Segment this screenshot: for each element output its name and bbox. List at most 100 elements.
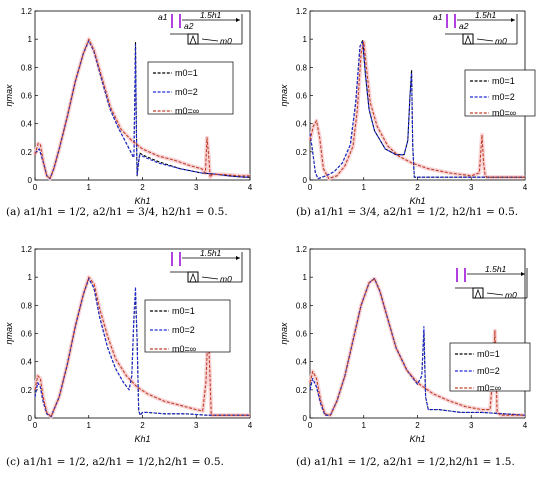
y-tick-label: 0.2 <box>296 148 308 157</box>
chart-panel-2: 0 1 2 3 4 0 0.2 0.4 0.6 0.8 1 1.2 Kh1 ηmax m0=1 m0=2 m0=… <box>275 0 550 238</box>
y-tick-label: 0.8 <box>296 301 308 310</box>
y-axis-label: ηmax <box>279 322 289 344</box>
x-tick-label: 2 <box>415 421 420 430</box>
legend-entry: m0=2 <box>492 92 515 102</box>
x-axis-label: Kh1 <box>409 434 425 444</box>
panel-caption: (d) a1/h1 = 1/2, a2/h1 = 1/2,h2/h1 = 1.5… <box>296 456 515 468</box>
dimension-label: 1.5h1 <box>200 10 222 20</box>
y-tick-label: 0.8 <box>296 63 308 72</box>
dimension-arrowhead <box>236 18 240 22</box>
legend-entry: m0=∞ <box>175 106 199 116</box>
x-tick-label: 4 <box>523 421 528 430</box>
chart-svg: 0 1 2 3 4 0 0.2 0.4 0.6 0.8 1 1.2 Kh1 ηmax m0=1 m0=2 m0=… <box>279 7 536 206</box>
body-label: m0 <box>495 36 507 46</box>
x-tick-label: 3 <box>469 183 474 192</box>
series-line-2 <box>34 40 250 180</box>
dimension-label: 1.5h1 <box>200 248 222 258</box>
series-line-2 <box>309 278 526 416</box>
legend-entry: m0=2 <box>172 325 195 335</box>
body-box <box>472 287 484 299</box>
x-tick-label: 1 <box>362 183 367 192</box>
chart-svg: 0 1 2 3 4 0 0.2 0.4 0.6 0.8 1 1.2 Kh1 ηmax m0=1 m0=2 m0=… <box>279 245 531 444</box>
plate-label-a2: a2 <box>459 21 469 31</box>
y-tick-label: 0.6 <box>296 92 308 101</box>
y-tick-label: 1.2 <box>21 7 33 16</box>
body-label: m0 <box>220 36 232 46</box>
y-tick-label: 1 <box>28 273 33 282</box>
y-axis-label: ηmax <box>4 84 14 106</box>
legend-box <box>144 299 231 353</box>
y-tick-label: 0 <box>303 176 308 185</box>
body-label: m0 <box>220 274 232 284</box>
y-axis-label: ηmax <box>4 322 14 344</box>
series-line-3 <box>34 38 250 180</box>
legend-entry: m0=∞ <box>172 344 196 354</box>
x-tick-label: 2 <box>140 421 145 430</box>
y-tick-label: 0.8 <box>21 63 33 72</box>
x-tick-label: 0 <box>33 421 38 430</box>
y-tick-label: 1.2 <box>296 245 308 254</box>
x-axis-label: Kh1 <box>134 434 150 444</box>
plate-label-a2: a2 <box>184 21 194 31</box>
y-tick-label: 1 <box>28 35 33 44</box>
chart-svg: 0 1 2 3 4 0 0.2 0.4 0.6 0.8 1 1.2 Kh1 ηmax m0=1 m0=2 m0=… <box>4 7 253 206</box>
legend-entry: m0=∞ <box>477 383 501 393</box>
panel-caption: (b) a1/h1 = 3/4, a2/h1 = 1/2, h2/h1 = 0.… <box>296 206 519 218</box>
inset-schematic: 1.5h1 m0 a1 a2 <box>158 10 243 46</box>
legend-entry: m0=2 <box>477 366 500 376</box>
y-tick-label: 1 <box>303 273 308 282</box>
y-tick-label: 0.6 <box>21 92 33 101</box>
legend-entry: m0=∞ <box>492 108 516 118</box>
y-tick-label: 0.6 <box>21 330 33 339</box>
plate-label-a1: a1 <box>433 12 443 22</box>
y-tick-label: 1.2 <box>21 245 33 254</box>
x-tick-label: 4 <box>523 183 528 192</box>
x-tick-label: 1 <box>87 421 92 430</box>
dimension-label: 1.5h1 <box>485 264 507 274</box>
y-tick-label: 0.2 <box>296 386 308 395</box>
legend-box <box>464 69 536 117</box>
y-tick-label: 1 <box>303 35 308 44</box>
legend-entry: m0=1 <box>477 349 500 359</box>
x-tick-label: 2 <box>415 183 420 192</box>
x-tick-label: 4 <box>248 183 253 192</box>
body-box <box>187 271 199 283</box>
chart-panel-4: 0 1 2 3 4 0 0.2 0.4 0.6 0.8 1 1.2 Kh1 ηmax m0=1 m0=2 m0=… <box>275 238 550 476</box>
y-tick-label: 0 <box>28 414 33 423</box>
y-tick-label: 1.2 <box>296 7 308 16</box>
legend-entry: m0=2 <box>175 87 198 97</box>
x-tick-label: 3 <box>469 421 474 430</box>
body-spring <box>189 272 197 283</box>
body-pointer <box>486 292 504 296</box>
legend-entry: m0=1 <box>172 306 195 316</box>
body-label: m0 <box>505 290 517 300</box>
y-axis-label: ηmax <box>279 84 289 106</box>
dimension-arrowhead <box>236 256 240 260</box>
body-pointer <box>201 38 219 42</box>
legend-entry: m0=1 <box>175 68 198 78</box>
panel-caption: (a) a1/h1 = 1/2, a2/h1 = 3/4, h2/h1 = 0.… <box>6 206 228 218</box>
x-tick-label: 0 <box>308 183 313 192</box>
y-tick-label: 0 <box>303 414 308 423</box>
body-pointer <box>201 276 219 280</box>
y-tick-label: 0.8 <box>21 301 33 310</box>
y-tick-label: 0.6 <box>296 330 308 339</box>
x-tick-label: 4 <box>248 421 253 430</box>
dimension-arrowhead <box>521 272 525 276</box>
x-tick-label: 1 <box>87 183 92 192</box>
legend-box <box>147 61 234 115</box>
series-line-2 <box>309 41 525 180</box>
plate-label-a1: a1 <box>158 12 168 22</box>
body-spring <box>464 34 472 45</box>
y-tick-label: 0.4 <box>21 120 33 129</box>
x-tick-label: 0 <box>308 421 313 430</box>
legend-box <box>449 342 531 392</box>
y-tick-label: 0.4 <box>296 358 308 367</box>
y-tick-label: 0 <box>28 176 33 185</box>
inset-schematic: 1.5h1 m0 <box>170 248 243 284</box>
x-axis-label: Kh1 <box>134 196 150 206</box>
body-spring <box>474 288 482 299</box>
chart-svg: 0 1 2 3 4 0 0.2 0.4 0.6 0.8 1 1.2 Kh1 ηmax m0=1 m0=2 m0=… <box>4 245 253 444</box>
x-tick-label: 2 <box>140 183 145 192</box>
body-spring <box>189 34 197 45</box>
